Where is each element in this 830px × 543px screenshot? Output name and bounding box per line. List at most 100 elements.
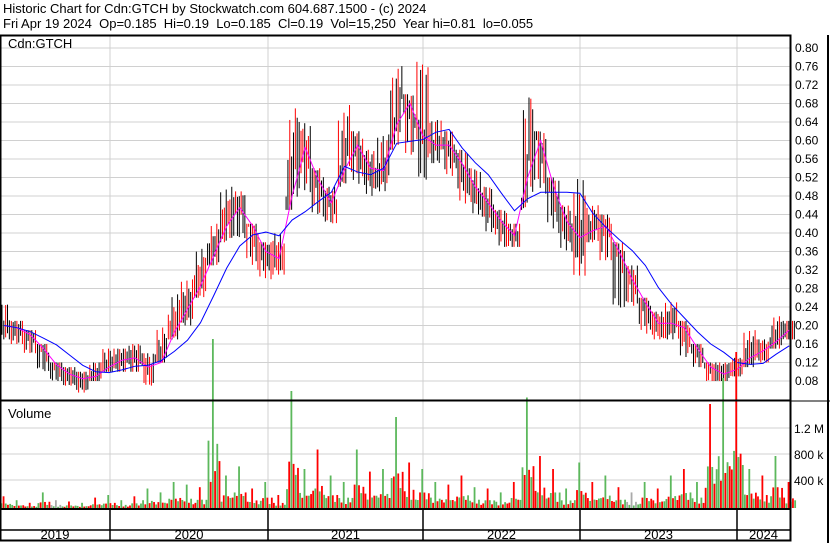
volume-bar [787,482,790,508]
volume-bar [617,487,620,508]
volume-bar [307,495,310,508]
volume-bar [68,501,70,508]
volume-bar [113,502,116,508]
volume-bar [181,499,184,508]
volume-bar [35,506,38,508]
volume-bar [39,502,42,508]
volume-bar [571,502,574,508]
volume-bar [606,499,609,508]
volume-bar [711,466,714,508]
volume-bar [502,504,504,508]
volume-bar [375,495,378,508]
volume-bar [157,502,160,508]
volume-bar [430,497,432,508]
volume-bar [240,493,243,508]
volume-bar [159,492,162,508]
volume-bar [427,493,430,508]
volume-bar [140,503,142,508]
price-tick-label: 0.32 [795,263,819,277]
volume-bar [659,502,661,508]
price-tick-label: 0.72 [795,78,819,92]
volume-bar [600,498,602,508]
volume-bar [218,461,221,508]
volume-bar [414,499,417,508]
volume-bar [410,499,413,508]
price-tick-label: 0.40 [795,226,819,240]
volume-bar [368,471,371,508]
volume-bar [497,505,500,508]
volume-bar [486,488,489,508]
volume-bar [349,502,352,508]
price-tick-label: 0.48 [795,189,819,203]
volume-bar [146,488,149,508]
volume-bar [478,499,480,508]
volume-bar [92,504,94,508]
volume-bar [508,502,511,508]
volume-bar [44,501,46,508]
volume-bar [778,497,781,508]
volume-bar [63,506,66,508]
volume-bar [74,505,77,508]
price-tick-label: 0.76 [795,60,819,74]
volume-bar [456,496,458,508]
volume-bar [297,467,299,508]
volume-bar [129,505,131,508]
volume-bar [340,502,343,508]
volume-bar [61,506,64,508]
volume-bar [222,495,225,508]
short-moving-average-line [4,102,790,380]
volume-bar [205,499,208,508]
volume-bar [382,469,384,508]
volume-bar [746,495,748,508]
volume-bar [589,500,591,508]
volume-bar [122,506,125,508]
volume-bar [124,504,127,508]
volume-bar [216,443,219,508]
volume-bar [15,500,18,508]
volume-bar [669,475,672,508]
volume-bar [190,498,193,508]
volume-bar [462,496,465,508]
volume-bar [246,501,249,508]
volume-bar [650,498,653,508]
volume-bar [702,502,705,508]
volume-bar [76,505,79,508]
volume-bar [696,482,698,508]
volume-bar [493,500,496,508]
volume-bar [648,501,650,508]
price-tick-label: 0.12 [795,356,819,370]
volume-bar [331,495,334,508]
volume-bar [770,496,772,508]
volume-bar [680,494,683,508]
volume-bar [687,499,690,508]
volume-bar [214,471,216,508]
long-moving-average-line [4,128,790,374]
volume-bar [102,503,105,508]
volume-bar [238,466,240,508]
volume-bar [135,503,138,508]
volume-bar [460,475,463,508]
volume-bar [565,488,568,508]
volume-bar [355,449,358,508]
volume-bar [735,352,738,508]
volume-bar [46,504,49,508]
volume-bar [432,502,434,508]
volume-bar [761,475,764,508]
volume-bar [443,502,445,508]
volume-bar [229,497,232,508]
volume-bar [717,456,720,508]
price-tick-label: 0.80 [795,41,819,55]
price-tick-label: 0.08 [795,374,819,388]
volume-bar [741,465,744,508]
price-panel-label: Cdn:GTCH [8,36,72,51]
volume-bar [310,494,312,508]
volume-bar [569,500,572,508]
volume-bar [469,500,472,508]
volume-bar [33,506,36,508]
volume-bar [4,503,7,508]
volume-bar [484,500,487,508]
volume-bar [635,501,637,508]
volume-bar [645,497,648,508]
